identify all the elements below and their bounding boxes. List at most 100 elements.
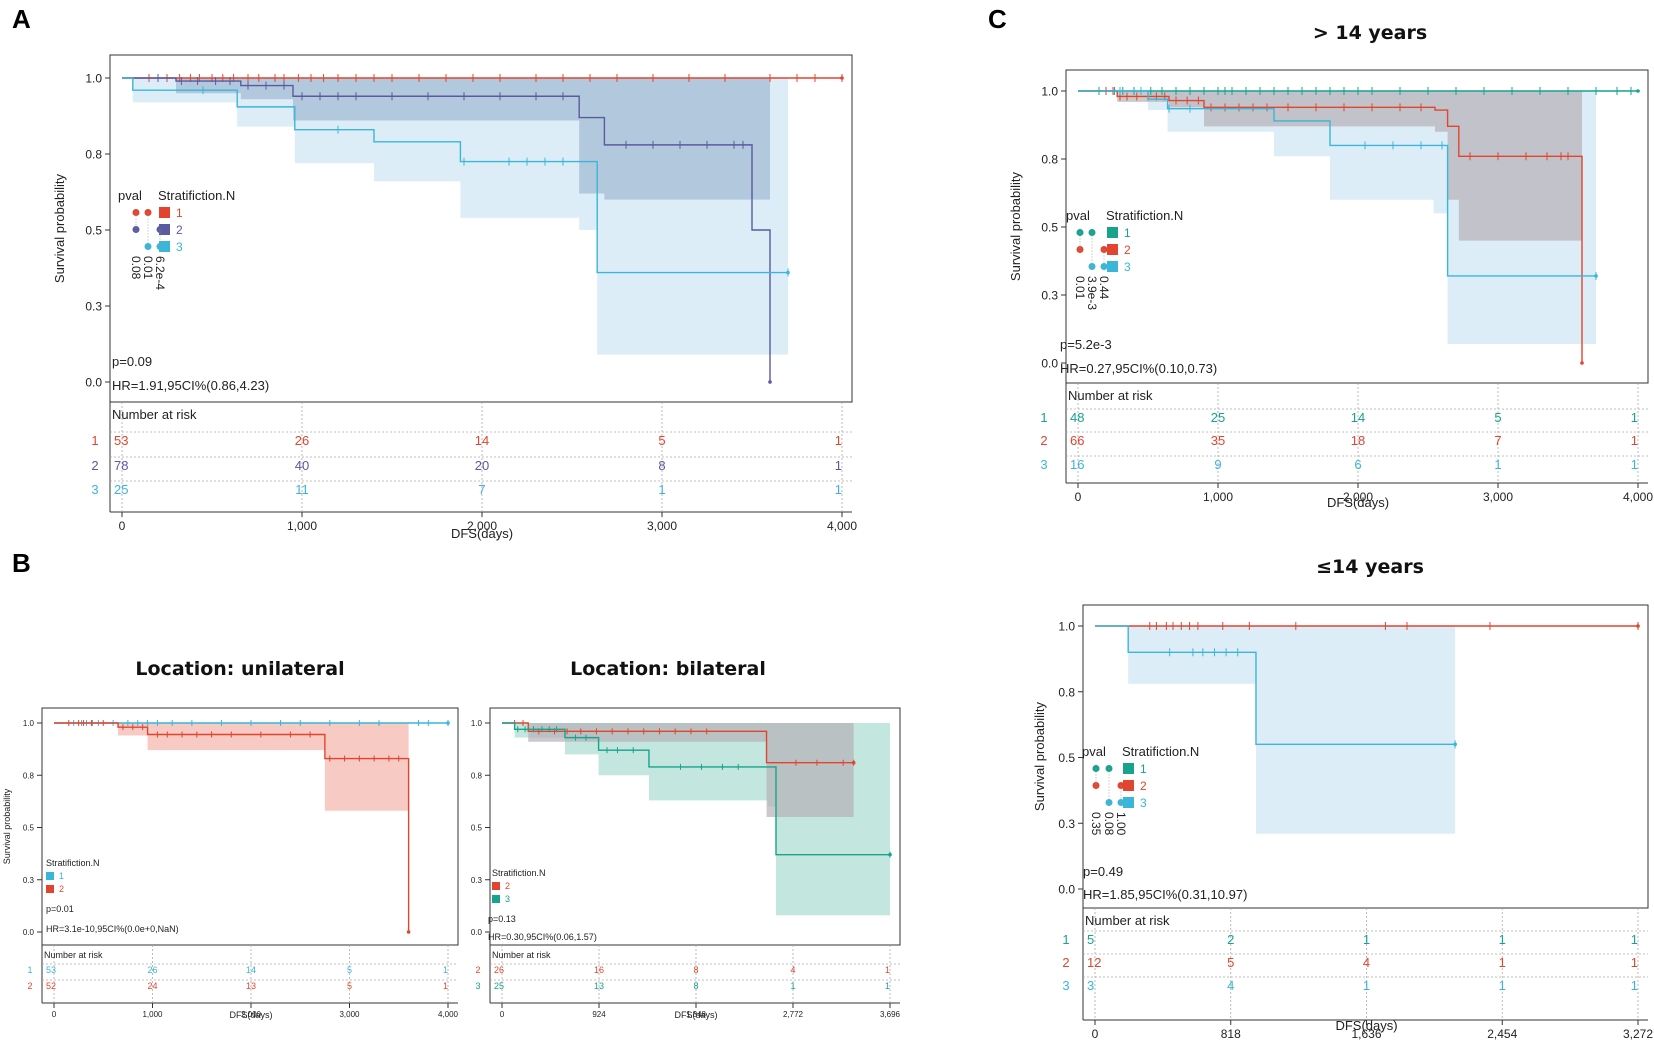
pval-value: 0.01 — [141, 256, 155, 280]
risk-count: 3 — [1087, 978, 1094, 993]
risk-count: 40 — [295, 458, 309, 473]
survival-curve-group-2 — [502, 722, 854, 764]
ci-band-group-3 — [1095, 626, 1456, 834]
legend-title: Stratifiction.N — [46, 858, 100, 868]
risk-count: 6 — [1354, 457, 1361, 472]
curve-end-point — [786, 270, 790, 275]
hazard-ratio-annotation: HR=1.85,95CI%(0.31,10.97) — [1083, 887, 1247, 902]
survival-curve-group-3 — [122, 77, 788, 274]
legend-title: Stratifiction.N — [158, 188, 235, 203]
pval-dot — [1076, 246, 1084, 253]
x-axis-label: DFS(days) — [1335, 1018, 1397, 1033]
pval-dot — [1117, 799, 1125, 806]
risk-count: 1 — [1631, 955, 1638, 970]
risk-table-title: Number at risk — [1085, 913, 1170, 928]
x-tick-label: 0 — [500, 1010, 505, 1019]
risk-row-label-1: 1 — [91, 433, 98, 448]
risk-count: 78 — [114, 458, 128, 473]
x-tick-label: 2,454 — [1487, 1027, 1517, 1040]
pval-value: 0.08 — [129, 256, 143, 280]
risk-count: 25 — [114, 482, 128, 497]
legend-swatch-2 — [1107, 244, 1118, 255]
y-axis-label: Survival probability — [2, 788, 12, 864]
risk-row-label-1: 1 — [1062, 932, 1069, 947]
risk-count: 66 — [1070, 433, 1084, 448]
survival-curve-group-3 — [1078, 90, 1596, 277]
risk-count: 2 — [1227, 932, 1234, 947]
curve-end-point — [446, 721, 450, 725]
legend-swatch-3 — [492, 895, 500, 903]
risk-count: 1 — [1499, 955, 1506, 970]
x-tick-label: 0 — [1092, 1027, 1099, 1040]
y-axis-label: Survival probability — [1032, 701, 1047, 811]
risk-count: 1 — [1499, 932, 1506, 947]
risk-count: 1 — [1631, 978, 1638, 993]
curve-end-point — [840, 76, 844, 80]
risk-count: 1 — [885, 981, 890, 991]
y-tick-label: 0.5 — [23, 824, 35, 833]
x-tick-label: 0 — [119, 519, 126, 533]
curve-end-point — [1636, 624, 1640, 628]
survival-curve-group-2 — [54, 722, 410, 932]
y-tick-label: 0.0 — [471, 928, 483, 937]
x-tick-label: 1,000 — [1203, 490, 1233, 504]
p-value-annotation: p=0.01 — [46, 904, 74, 914]
curve-end-point — [768, 380, 772, 384]
subtitle-over-14-years: > 14 years — [1312, 22, 1428, 44]
pval-value: 3.9e-3 — [1085, 276, 1099, 310]
curve-end-point — [1594, 274, 1598, 278]
x-axis-label: DFS(days) — [674, 1010, 717, 1020]
subtitle-under-14-years: ≤14 years — [1316, 556, 1424, 578]
risk-count: 1 — [443, 965, 448, 975]
hazard-ratio-annotation: HR=1.91,95CI%(0.86,4.23) — [112, 378, 269, 393]
x-tick-label: 1,848 — [686, 1010, 707, 1019]
survival-curve-group-3 — [502, 722, 890, 856]
subtitle-bilateral: Location: bilateral — [570, 658, 766, 680]
legend-title: Stratifiction.N — [1122, 744, 1199, 759]
y-tick-label: 1.0 — [85, 72, 102, 86]
risk-count: 9 — [1214, 457, 1221, 472]
x-tick-label: 2,772 — [783, 1010, 804, 1019]
risk-count: 52 — [46, 981, 56, 991]
survival-curve-group-3 — [1095, 625, 1456, 746]
plot-frame — [1082, 604, 1649, 909]
curve-end-point — [406, 930, 411, 934]
pval-legend-title: pval — [1066, 208, 1090, 223]
x-tick-label: 2,000 — [241, 1010, 262, 1019]
risk-count: 26 — [295, 433, 309, 448]
ci-band-group-2 — [1078, 91, 1582, 241]
risk-count: 1 — [1631, 932, 1638, 947]
legend-swatch-3 — [1107, 261, 1118, 272]
risk-count: 4 — [790, 965, 795, 975]
x-tick-label: 3,696 — [880, 1010, 901, 1019]
legend-label-3: 3 — [1140, 796, 1147, 810]
risk-count: 4 — [1227, 978, 1234, 993]
risk-count: 1 — [443, 981, 448, 991]
risk-count: 16 — [594, 965, 604, 975]
risk-count: 1 — [1631, 410, 1638, 425]
legend-label-2: 2 — [176, 223, 183, 237]
legend-label-1: 1 — [59, 871, 64, 881]
risk-count: 14 — [246, 965, 256, 975]
legend-label-2: 2 — [1140, 779, 1147, 793]
y-tick-label: 0.0 — [85, 376, 102, 390]
x-tick-label: 1,000 — [142, 1010, 163, 1019]
risk-table-title: Number at risk — [492, 950, 551, 960]
x-tick-label: 4,000 — [1623, 490, 1653, 504]
pval-dot — [1092, 782, 1100, 789]
pval-value: 1.00 — [1114, 812, 1128, 836]
pval-value: 6.2e-4 — [153, 256, 167, 290]
risk-row-label-2: 2 — [1040, 433, 1047, 448]
risk-row-label-1: 1 — [1040, 410, 1047, 425]
p-value-annotation: p=0.13 — [488, 914, 516, 924]
risk-row-label-2: 2 — [1062, 955, 1069, 970]
y-tick-label: 0.8 — [23, 771, 35, 780]
risk-count: 1 — [658, 482, 665, 497]
curve-end-point — [1580, 361, 1584, 365]
risk-count: 1 — [1499, 978, 1506, 993]
risk-count: 53 — [46, 965, 56, 975]
hazard-ratio-annotation: HR=0.27,95CI%(0.10,0.73) — [1060, 361, 1217, 376]
risk-count: 35 — [1211, 433, 1225, 448]
